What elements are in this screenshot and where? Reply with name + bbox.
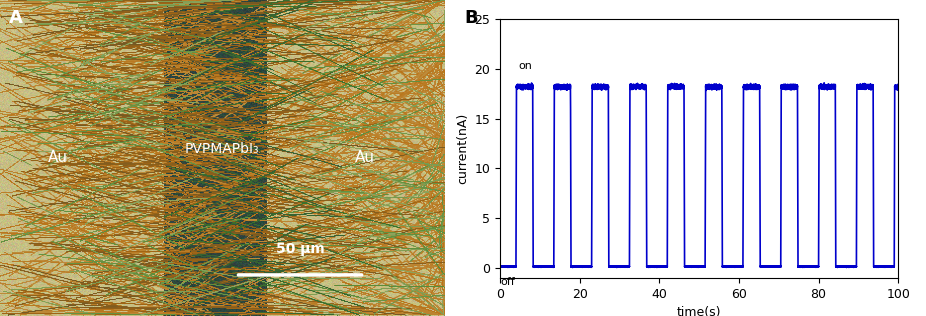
Text: B: B: [464, 9, 478, 27]
Text: off: off: [501, 276, 516, 287]
Text: on: on: [518, 61, 532, 71]
Text: 50 μm: 50 μm: [276, 242, 324, 256]
Text: Au: Au: [48, 150, 68, 166]
Text: A: A: [9, 9, 23, 27]
Y-axis label: current(nA): current(nA): [456, 113, 469, 184]
X-axis label: time(s): time(s): [677, 306, 721, 316]
Text: PVPMAPbI₃: PVPMAPbI₃: [185, 142, 259, 155]
Text: Au: Au: [355, 150, 374, 166]
